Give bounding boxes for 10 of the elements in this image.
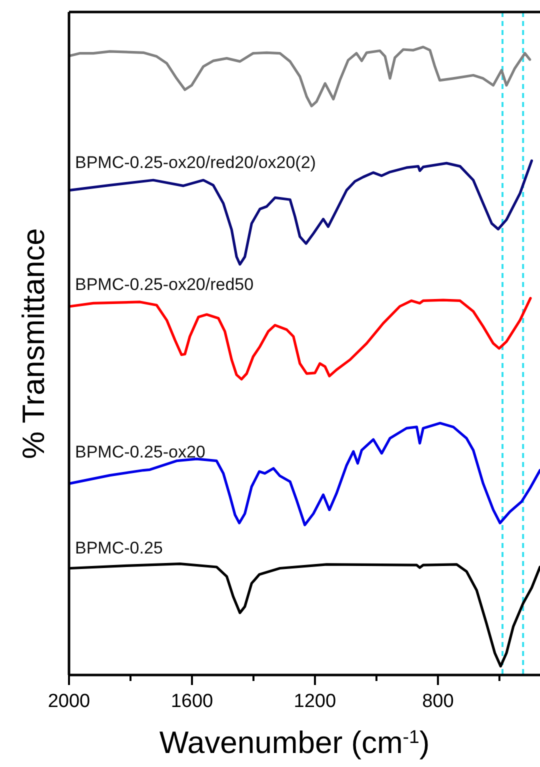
y-axis-title: % Transmittance <box>16 228 51 459</box>
x-tick-label: 800 <box>422 691 454 712</box>
series-label: BPMC-0.25-ox20 <box>75 442 206 462</box>
series-label: BPMC-0.25 <box>75 538 163 558</box>
series-label: BPMC-0.25-ox20/red20/ox20(2) <box>75 153 316 172</box>
x-tick-label: 1200 <box>294 691 336 712</box>
x-axis-title: Wavenumber (cm$^{-1}$) <box>159 725 430 760</box>
x-tick-label: 1600 <box>170 691 214 712</box>
x-tick-label: 2000 <box>48 691 90 712</box>
series-label: BPMC-0.25-ox20/red50 <box>75 274 254 294</box>
